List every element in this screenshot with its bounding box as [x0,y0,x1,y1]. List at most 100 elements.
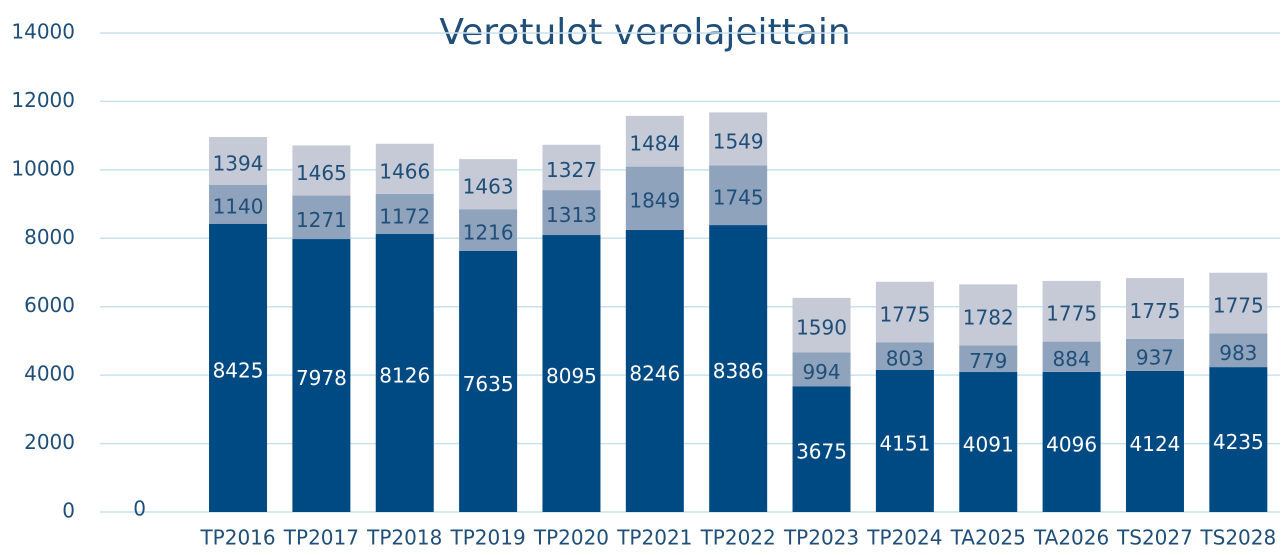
x-tick-label: TP2023 [783,526,859,550]
x-tick-label: TP2021 [616,526,692,550]
x-tick-label: TP2018 [366,526,442,550]
data-label: 8425 [213,358,264,382]
y-tick-label: 14000 [11,20,75,44]
bar-segment [1209,333,1268,368]
bar-segment [292,195,351,240]
x-tick-label: TS2028 [1199,526,1276,550]
data-label: 1484 [629,132,680,156]
data-label: 7978 [296,366,347,390]
bar-segment [542,144,601,191]
data-label: 1466 [379,159,430,183]
data-label: 779 [969,349,1007,373]
data-label: 8246 [629,361,680,385]
data-label: 1465 [296,161,347,185]
bar-segment [375,193,434,234]
data-label: 4235 [1213,430,1264,454]
x-tick-label: TP2016 [199,526,275,550]
data-label: 1590 [796,316,847,340]
bar-segment [459,250,518,512]
bar-segment [625,115,684,167]
data-label: 1775 [1130,299,1181,323]
bar-segment [1209,367,1268,512]
data-label: 1775 [1046,302,1097,326]
x-tick-label: TA2025 [950,526,1026,550]
data-label: 8126 [379,363,430,387]
bar-segment [625,229,684,512]
data-label: 7635 [463,372,514,396]
bar-segment [792,386,851,512]
x-tick-label: TP2017 [283,526,359,550]
bar-segment [792,297,851,353]
bar-segment [1042,341,1101,372]
x-tick-label: TP2019 [450,526,526,550]
data-label: 4124 [1130,432,1181,456]
x-tick-label: TP2020 [533,526,609,550]
bar-segment [792,352,851,387]
data-label: 1463 [463,175,514,199]
bar-segment [1042,371,1101,512]
y-tick-label: 2000 [24,430,75,454]
y-tick-label: 6000 [24,293,75,317]
bar-segment [209,184,268,224]
bar-segment [292,239,351,512]
data-label: 1216 [463,220,514,244]
bar-segment [375,233,434,512]
data-label: 1849 [629,189,680,213]
bar-segment [1125,278,1184,339]
data-label: 884 [1053,347,1091,371]
data-label: 1394 [213,151,264,175]
bar-segment [709,112,768,166]
data-label: 3675 [796,440,847,464]
x-tick-label: TA2026 [1033,526,1109,550]
data-label: 4091 [963,433,1014,457]
bar-segment [459,209,518,251]
data-label: 937 [1136,345,1174,369]
data-label: 1327 [546,158,597,182]
y-tick-label: 4000 [24,362,75,386]
y-tick-label: 12000 [11,88,75,112]
bar-segment [625,166,684,230]
bar-segment [459,159,518,210]
x-tick-label: TP2022 [700,526,776,550]
bar-segment [209,137,268,185]
bar-segment [1209,272,1268,334]
bar-segment [209,223,268,513]
data-label: 4096 [1046,432,1097,456]
bar-segment [1042,280,1101,342]
bar-segment [875,342,934,370]
data-label: 1775 [879,303,930,327]
y-tick-label: 8000 [24,225,75,249]
data-label: 994 [802,360,840,384]
data-label: 1172 [379,204,430,228]
data-label: 1313 [546,203,597,227]
data-label: 1782 [963,305,1014,329]
data-label: 1745 [713,186,764,210]
data-label: 803 [886,347,924,371]
bar-segment [292,145,351,196]
bar-segment [1125,370,1184,512]
bar-segment [959,372,1018,512]
data-label: 1271 [296,208,347,232]
bar-segment [875,281,934,343]
data-label: 0 [133,497,146,521]
x-tick-label: TP2024 [866,526,942,550]
data-label: 4151 [879,431,930,455]
bar-segment [542,190,601,236]
bar-segment [959,345,1018,373]
data-label: 1140 [213,195,264,219]
bar-segment [875,369,934,512]
y-tick-label: 10000 [11,156,75,180]
bar-segment [709,165,768,226]
x-tick-label: TS2027 [1116,526,1193,550]
bar-segment [1125,338,1184,371]
y-tick-label: 0 [62,499,75,523]
bar-segment [542,235,601,513]
data-label: 8095 [546,364,597,388]
data-label: 1549 [713,129,764,153]
data-label: 983 [1219,341,1257,365]
data-label: 8386 [713,359,764,383]
bar-segment [709,225,768,513]
bar-segment [375,143,434,194]
bar-segment [959,284,1018,346]
